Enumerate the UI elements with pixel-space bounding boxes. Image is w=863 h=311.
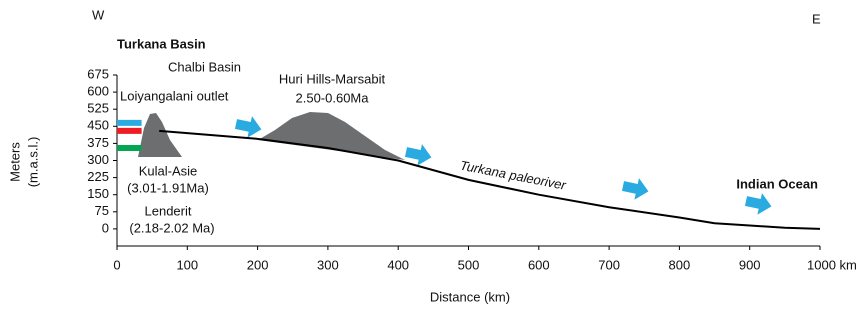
annotation: (3.01-1.91Ma): [127, 180, 209, 195]
y-tick-label: 75: [95, 203, 109, 218]
annotation: (2.18-2.02 Ma): [129, 220, 214, 235]
y-tick-label: 675: [87, 66, 109, 81]
annotation: Loiyangalani outlet: [120, 88, 229, 103]
y-axis-label: Meters: [7, 142, 22, 182]
x-axis-label: Distance (km): [430, 289, 510, 304]
hill: [138, 113, 182, 157]
x-tick-label: 900: [739, 257, 761, 272]
x-tick-label: 500: [458, 257, 480, 272]
annotation: Kulal-Asie: [139, 163, 198, 178]
x-tick-label: 100: [176, 257, 198, 272]
arrow: [621, 175, 651, 202]
x-tick-label: 400: [387, 257, 409, 272]
annotation: Turkana Basin: [117, 36, 206, 51]
annotation: Huri Hills-Marsabit: [279, 71, 386, 86]
x-tick-label: 1000 km: [807, 257, 857, 272]
y-tick-label: 525: [87, 101, 109, 116]
y-tick-label: 225: [87, 169, 109, 184]
y-axis-label: (m.a.s.l.): [25, 137, 40, 188]
y-tick-label: 375: [87, 135, 109, 150]
x-tick-label: 200: [247, 257, 269, 272]
chart: W E Turkana Basin Chalbi Basin Huri Hill…: [0, 0, 863, 311]
annotation: E: [812, 11, 821, 26]
annotation: Chalbi Basin: [168, 59, 241, 74]
profile-line: [159, 131, 820, 229]
annotation: Indian Ocean: [736, 176, 818, 191]
annotation: Turkana paleoriver: [459, 158, 568, 193]
annotation: 2.50-0.60Ma: [296, 90, 370, 105]
x-tick-label: 800: [669, 257, 691, 272]
y-tick-label: 450: [87, 118, 109, 133]
arrow: [744, 190, 774, 217]
annotation: W: [92, 7, 105, 22]
hill: [258, 112, 405, 160]
y-tick-label: 600: [87, 84, 109, 99]
x-tick-label: 300: [317, 257, 339, 272]
x-tick-label: 0: [113, 257, 120, 272]
y-tick-label: 150: [87, 186, 109, 201]
y-tick-label: 0: [102, 220, 109, 235]
arrow: [234, 113, 264, 140]
y-tick-label: 300: [87, 152, 109, 167]
page: {"chart_data": {"type": "line", "x_label…: [0, 0, 863, 311]
annotation: Lenderit: [145, 203, 192, 218]
x-tick-label: 600: [528, 257, 550, 272]
x-tick-label: 700: [598, 257, 620, 272]
